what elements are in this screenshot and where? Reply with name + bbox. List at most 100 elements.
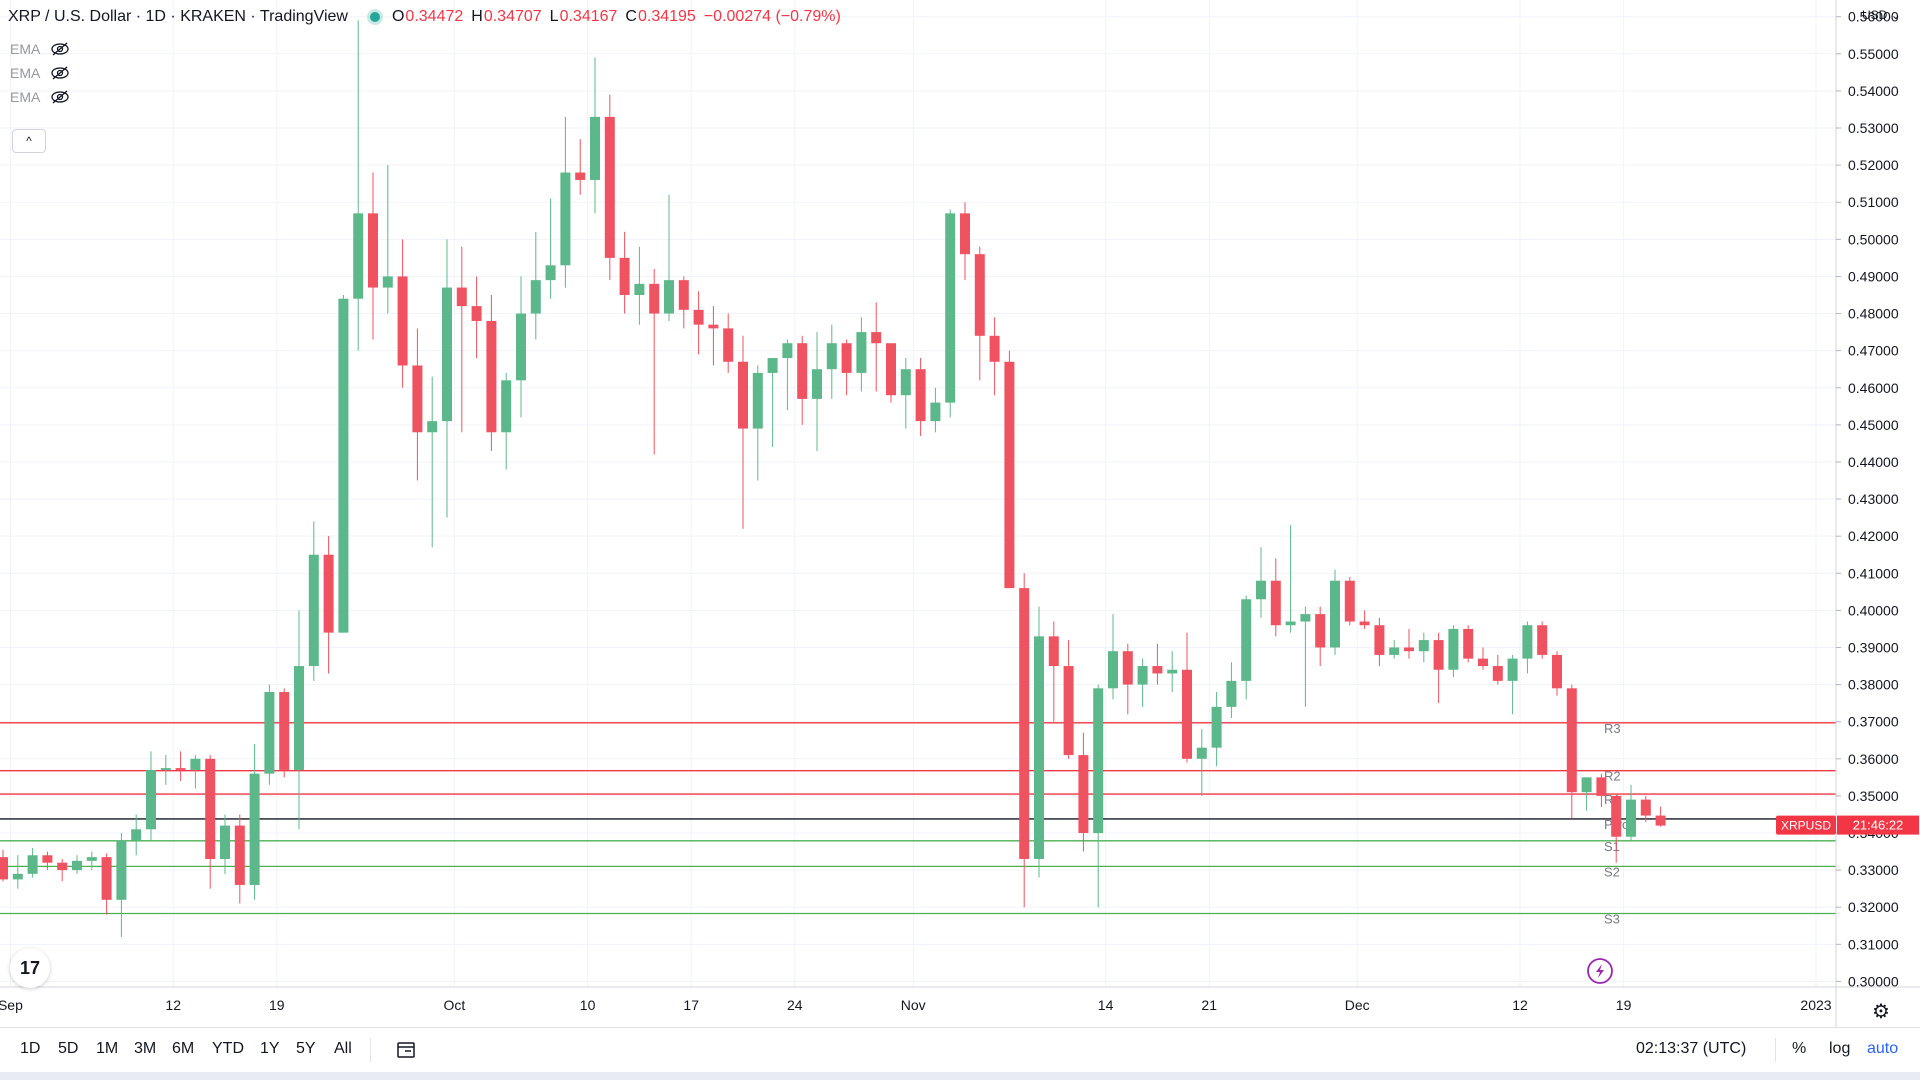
indicator-ema-2[interactable]: EMA [10,65,70,81]
candle-body [368,213,378,288]
candle [308,521,319,681]
candle-body [915,369,926,422]
candle [1552,651,1562,696]
price-tags: XRPUSD 21:46:22 [1776,815,1919,835]
range-1m-button[interactable]: 1M [96,1040,119,1057]
y-tick-label: 0.46000 [1848,380,1899,396]
indicator-ema-1[interactable]: EMA [10,41,70,57]
candle [116,833,127,937]
candle [160,755,171,785]
y-tick-label: 0.30000 [1848,973,1899,989]
log-toggle[interactable]: log [1829,1040,1851,1057]
price-chart[interactable]: R3R2R1PivotS1S2S3 0.560000.550000.540000… [0,0,1920,1027]
candle [723,313,734,373]
candle [456,246,467,433]
candle [131,814,142,856]
auto-scale-toggle[interactable]: auto [1867,1040,1899,1057]
candle [649,269,660,455]
candle-body [900,369,911,396]
x-tick-label: 12 [165,997,181,1013]
range-1y-button[interactable]: 1Y [260,1040,280,1057]
candle-body [353,213,364,299]
divider [370,1038,371,1062]
y-tick-label: 0.33000 [1848,862,1899,878]
y-tick-label: 0.50000 [1848,231,1899,247]
candlestick-series [0,20,1666,937]
collapse-legend-button[interactable]: ^ [12,129,46,153]
y-tick-label: 0.31000 [1848,936,1899,952]
candle-body [220,825,230,859]
candle [175,751,186,782]
range-3m-button[interactable]: 3M [134,1040,157,1057]
gear-icon[interactable]: ⚙ [1872,1001,1890,1023]
eye-hidden-icon[interactable] [50,89,70,105]
date-range-icon[interactable] [396,1040,416,1060]
candle [323,536,334,674]
indicator-ema-3[interactable]: EMA [10,89,70,105]
candle-body [1196,747,1207,759]
candle-body [575,172,586,180]
candle-body [0,857,8,880]
candle [856,317,867,392]
clock-time[interactable]: 02:13:37 (UTC) [1636,1040,1747,1057]
candle-body [1285,621,1296,626]
y-tick-label: 0.40000 [1848,602,1899,618]
x-tick-label: 21 [1201,997,1217,1013]
divider [1775,1038,1776,1062]
range-5y-button[interactable]: 5Y [296,1040,316,1057]
tradingview-logo[interactable]: 17 [10,948,50,988]
candle [1537,621,1548,659]
range-ytd-button[interactable]: YTD [212,1040,244,1057]
candle-body [1152,666,1163,674]
candle-body [1537,625,1548,655]
y-tick-label: 0.47000 [1848,343,1899,359]
percent-toggle[interactable]: % [1792,1040,1807,1057]
candle [1522,621,1533,674]
candle [1404,628,1414,659]
candle-body [516,313,526,381]
candle-body [1611,795,1622,837]
range-6m-button[interactable]: 6M [172,1040,195,1057]
countdown-tag-label: 21:46:22 [1853,818,1904,833]
candle [782,339,793,411]
candle [812,332,822,451]
candle-body [205,758,216,859]
candle-body [664,280,674,314]
candle [1492,654,1503,685]
y-tick-label: 0.52000 [1848,157,1899,173]
candle-body [1344,580,1355,622]
candle-body [678,280,689,310]
x-tick-label: Oct [444,997,466,1013]
candle-body [486,320,497,433]
range-5d-button[interactable]: 5D [58,1040,79,1057]
range-1d-button[interactable]: 1D [20,1040,41,1057]
eye-hidden-icon[interactable] [50,41,70,57]
candle-body [1655,815,1666,826]
candle [1344,576,1355,626]
candle [72,855,82,874]
symbol-title[interactable]: XRP / U.S. Dollar · 1D · KRAKEN · Tradin… [8,8,348,25]
candle-body [649,283,660,314]
currency-selector[interactable]: USD ⌄ [1862,8,1901,22]
candle-body [72,860,82,871]
candle-body [234,825,245,885]
candle-body [797,343,808,399]
candle-body [1093,688,1104,834]
lightning-icon[interactable] [1587,958,1613,984]
candle-body [826,343,837,370]
x-tick-label: 17 [683,997,699,1013]
candle [1596,773,1607,808]
candle-body [427,421,438,433]
candle-body [841,343,852,373]
candle [1389,640,1400,659]
candle-body [1211,706,1222,748]
candle [279,688,290,778]
candle-body [294,666,304,770]
range-all-button[interactable]: All [334,1040,352,1057]
eye-hidden-icon[interactable] [50,65,70,81]
candle [915,358,926,436]
candle [516,276,526,418]
candle-body [308,554,319,667]
candle-body [12,873,23,880]
candle-body [1418,640,1429,652]
